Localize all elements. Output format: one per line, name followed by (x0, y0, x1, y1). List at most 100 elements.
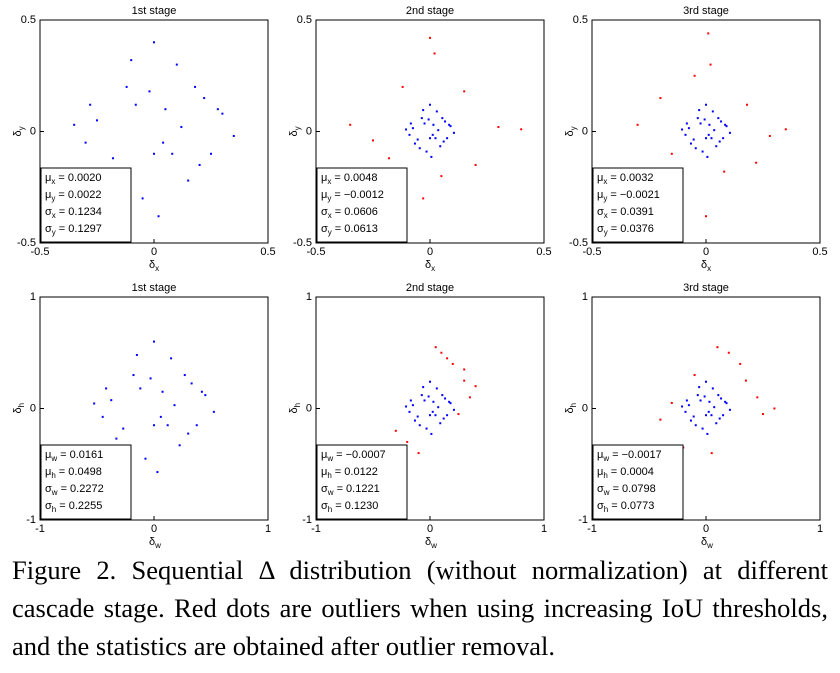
scatter-point (170, 357, 173, 360)
stat-subscript: w (326, 454, 333, 463)
scatter-point (520, 128, 523, 131)
y-tick-label: 0.5 (21, 14, 36, 26)
scatter-point (699, 399, 702, 402)
x-tick-label: -0.5 (31, 246, 50, 258)
scatter-point (178, 444, 181, 447)
chart-title: 1st stage (132, 282, 177, 294)
scatter-point (416, 415, 419, 418)
scatter-point (670, 152, 673, 155)
scatter-point (784, 128, 787, 131)
stats-box (40, 167, 132, 243)
scatter-point (84, 141, 87, 144)
scatter-point (448, 123, 451, 126)
scatter-point (105, 387, 108, 390)
scatter-point (694, 147, 697, 150)
stat-subscript: x (52, 211, 56, 220)
stat: μh = 0.0122 (321, 466, 378, 480)
x-tick-label: 0 (703, 523, 709, 535)
stat-symbol: μ (597, 172, 603, 184)
scatter-point (195, 424, 198, 427)
x-axis-label: δw (149, 536, 161, 550)
scatter-point (437, 406, 440, 409)
stat-value: = 0.0613 (335, 223, 378, 235)
scatter-point (713, 406, 716, 409)
chart-title: 2nd stage (406, 282, 454, 294)
scatter-point (463, 90, 466, 93)
scatter-point (203, 97, 206, 100)
scatter-point (411, 404, 414, 407)
y-axis-label: δh (288, 403, 302, 414)
scatter-point (659, 97, 662, 100)
scatter-point (705, 215, 707, 218)
stat-value: = 0.2272 (61, 483, 104, 495)
scatter-point (408, 133, 411, 136)
stat-value: = 0.0798 (613, 483, 656, 495)
stats-box (592, 167, 684, 243)
scatter-point (153, 424, 155, 427)
scatter-point (444, 120, 447, 123)
scatter-point (433, 52, 436, 55)
scatter-point (125, 85, 128, 88)
y-tick-label: 0 (306, 125, 312, 137)
scatter-point (689, 419, 692, 422)
scatter-point (89, 103, 92, 106)
scatter-point (149, 377, 152, 380)
y-tick-label: -1 (26, 514, 36, 526)
scatter-point (387, 157, 390, 160)
scatter-point (216, 108, 219, 111)
x-tick-label: 0 (703, 246, 709, 258)
scatter-point (756, 396, 759, 399)
scatter-point (707, 410, 710, 413)
scatter-point (408, 410, 411, 413)
stat: σy = 0.0613 (321, 223, 378, 237)
scatter-point (446, 137, 449, 140)
scatter-point (413, 419, 416, 422)
y-tick-label: 0.5 (297, 14, 312, 26)
scatter-point (709, 63, 712, 66)
stat-subscript: w (602, 454, 609, 463)
scatter-point (717, 117, 720, 120)
stat-subscript: y (328, 228, 332, 237)
stat-subscript: x (604, 211, 608, 220)
scatter-point (723, 170, 726, 173)
scatter-point (681, 128, 684, 131)
scatter-point (474, 163, 477, 166)
scatter-point (409, 399, 412, 402)
scatter-point (670, 401, 673, 404)
scatter-point (442, 417, 445, 420)
scatter-point (164, 108, 167, 111)
x-tick-label: -1 (35, 523, 45, 535)
scatter-point (708, 123, 711, 126)
scatter-point (157, 215, 160, 218)
stat: σw = 0.2272 (45, 483, 104, 497)
stat-symbol: μ (597, 466, 603, 478)
scatter-point (694, 424, 697, 427)
x-tick-label: 1 (265, 523, 271, 535)
scatter-point (698, 386, 701, 389)
chart-title: 3rd stage (683, 282, 729, 294)
scatter-point (710, 414, 713, 417)
stat-value: = −0.0021 (610, 189, 660, 201)
scatter-point (718, 417, 721, 420)
scatter-point (198, 163, 201, 166)
scatter-point (762, 413, 764, 416)
scatter-point (427, 395, 430, 398)
stats-box (592, 444, 684, 520)
y-tick-label: 0 (582, 125, 588, 137)
stat-value: = −0.0012 (334, 189, 384, 201)
caption: Figure 2. Sequential Δ distribution (wit… (12, 555, 828, 661)
stat-symbol: μ (45, 466, 51, 478)
scatter-point (187, 179, 190, 182)
stat-subscript: h (52, 505, 56, 514)
scatter-point (710, 452, 713, 455)
scatter-point (153, 41, 155, 44)
scatter-point (144, 457, 147, 460)
y-tick-label: -0.5 (17, 237, 36, 249)
scatter-point (422, 386, 425, 389)
scatter-point (423, 399, 426, 402)
scatter-point (707, 133, 710, 136)
scatter-point (707, 32, 710, 35)
scatter-point (417, 452, 420, 455)
scatter-point (718, 140, 721, 143)
